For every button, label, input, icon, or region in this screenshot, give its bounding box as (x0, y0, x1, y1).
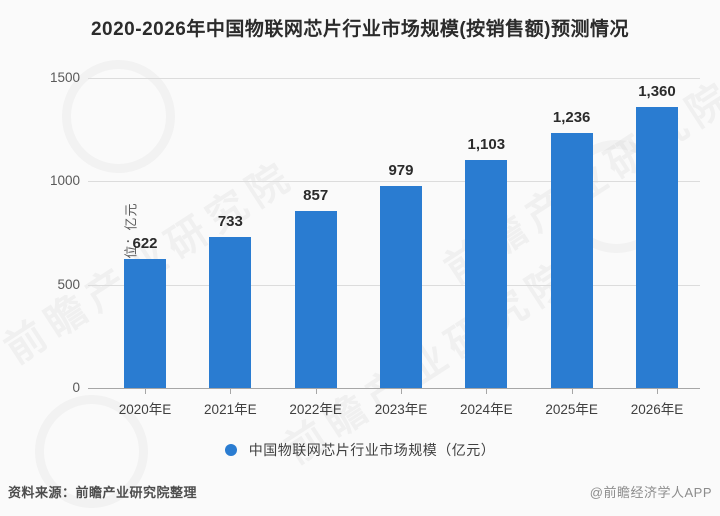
bar-value-label-2021年E: 733 (217, 212, 243, 230)
bar-column-2025年E: 1,236 (550, 78, 593, 388)
x-category-label-2024年E: 2024年E (460, 402, 513, 417)
bar-value-label-2026年E: 1,360 (638, 82, 676, 100)
bar-value-label-2024年E: 1,103 (467, 136, 506, 154)
bar-column-2021年E: 733 (209, 78, 252, 388)
x-category-label-2022年E: 2022年E (289, 402, 342, 417)
x-category-label-2025年E: 2025年E (545, 402, 598, 417)
bar-value-label-2023年E: 979 (388, 161, 414, 179)
bar-2023年E[interactable] (379, 185, 422, 388)
gridline-1000 (88, 181, 700, 183)
y-tick-label-500: 500 (57, 276, 80, 292)
bar-chart-plot-area: 单位：亿元 0 500 1000 1500 622 733 857 979 1,103 1,23… (50, 70, 700, 417)
chart-title: 2020-2026年中国物联网芯片行业市场规模(按销售额)预测情况 (90, 19, 630, 40)
bar-column-2020年E: 622 (124, 78, 166, 388)
x-category-label-2020年E: 2020年E (118, 402, 172, 417)
bar-column-2022年E: 857 (294, 78, 337, 388)
x-tick-2025年E (571, 389, 573, 394)
legend-label: 中国物联网芯片行业市场规模（亿元） (248, 442, 496, 458)
bar-value-label-2020年E: 622 (132, 235, 158, 253)
x-tick-2023年E (400, 389, 402, 394)
x-tick-2020年E (145, 389, 146, 394)
legend: 中国物联网芯片行业市场规模（亿元） (0, 440, 720, 460)
y-tick-label-1500: 1500 (49, 70, 80, 85)
x-tick-2021年E (230, 389, 232, 394)
legend-marker-icon (224, 444, 237, 456)
bar-column-2023年E: 979 (379, 78, 422, 388)
x-category-label-2021年E: 2021年E (204, 402, 257, 417)
gridline-1500 (88, 78, 700, 79)
bar-column-2024年E: 1,103 (465, 78, 508, 388)
bar-2022年E[interactable] (294, 210, 337, 388)
x-category-label-2026年E: 2026年E (630, 402, 684, 417)
bar-2020年E[interactable] (124, 259, 166, 388)
x-tick-2024年E (486, 389, 488, 394)
data-source-note: 资料来源：前瞻产业研究院整理 (8, 485, 198, 500)
credit-note: @前瞻经济学人APP (589, 485, 712, 500)
y-tick-label-0: 0 (72, 380, 80, 395)
bar-value-label-2025年E: 1,236 (552, 108, 591, 126)
bar-column-2026年E: 1,360 (635, 78, 678, 388)
x-tick-2026年E (656, 389, 658, 394)
bar-2026年E[interactable] (635, 106, 678, 388)
bar-value-label-2022年E: 857 (303, 186, 329, 204)
y-tick-label-1000: 1000 (49, 173, 80, 189)
bar-2024年E[interactable] (465, 160, 508, 388)
x-category-label-2023年E: 2023年E (374, 402, 428, 417)
x-tick-2022年E (315, 389, 317, 394)
bar-2021年E[interactable] (209, 236, 252, 388)
bar-2025年E[interactable] (550, 132, 593, 388)
